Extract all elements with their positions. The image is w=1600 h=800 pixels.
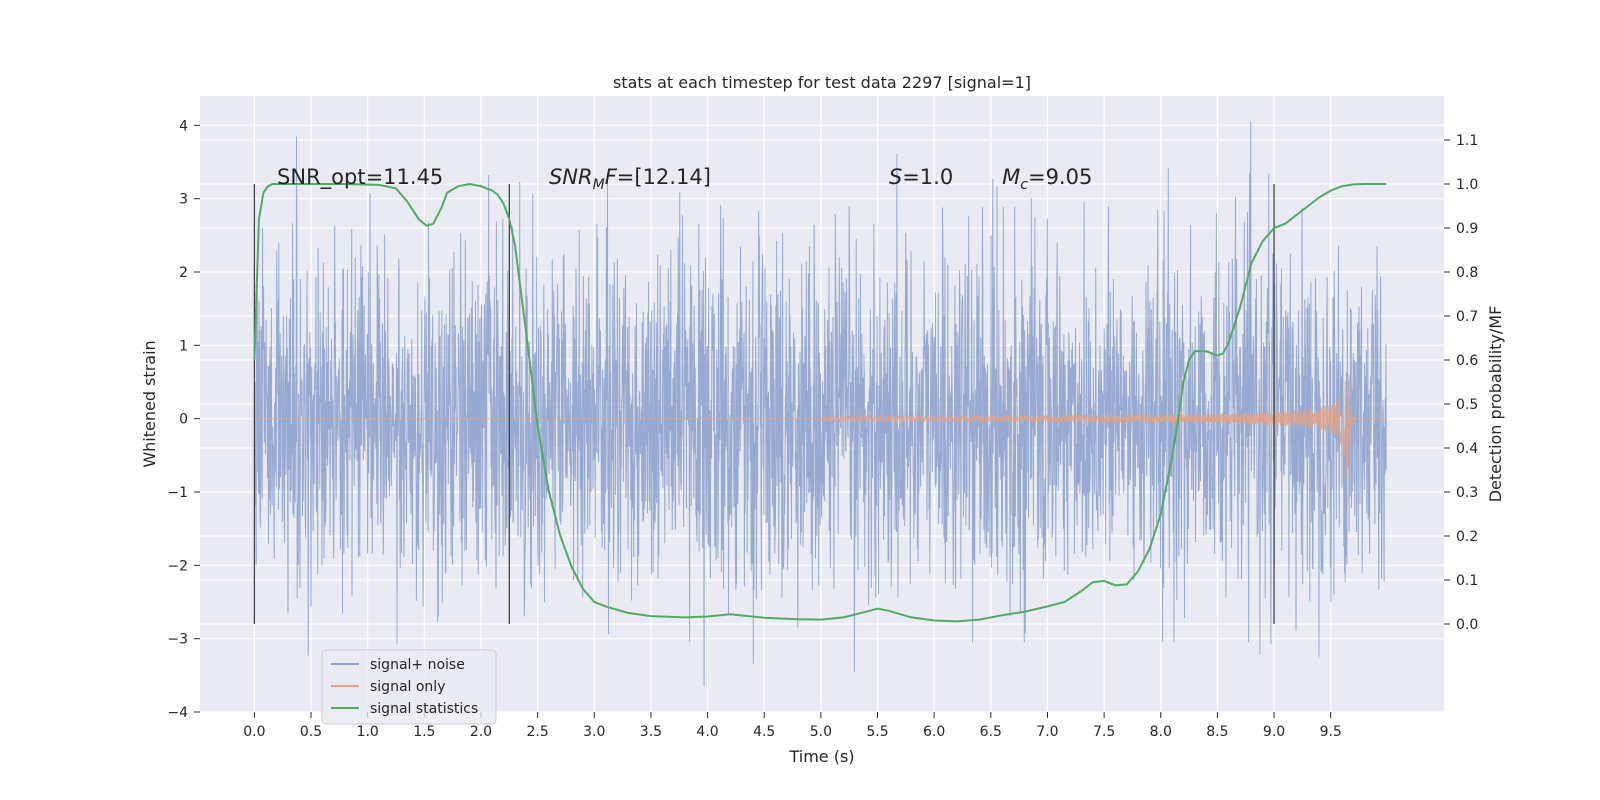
x-tick-label: 3.5 bbox=[640, 724, 662, 740]
annotation-text: SNRMF=[12.14] bbox=[549, 165, 711, 193]
x-tick-label: 1.0 bbox=[357, 724, 379, 740]
x-tick-label: 2.5 bbox=[526, 724, 548, 740]
y-tick-label: −1 bbox=[167, 485, 188, 501]
x-tick-label: 7.5 bbox=[1093, 724, 1115, 740]
y2-tick-label: 0.0 bbox=[1456, 617, 1478, 633]
x-tick-label: 4.5 bbox=[753, 724, 775, 740]
y-tick-label: −3 bbox=[167, 632, 188, 648]
x-tick-label: 9.0 bbox=[1263, 724, 1285, 740]
y2-tick-label: 1.0 bbox=[1456, 177, 1478, 193]
y-tick-label: −2 bbox=[167, 558, 188, 574]
signal-only-line bbox=[254, 374, 1387, 482]
y2-tick-label: 0.1 bbox=[1456, 573, 1478, 589]
legend-label: signal only bbox=[370, 679, 445, 695]
y2-tick-label: 0.2 bbox=[1456, 529, 1478, 545]
y-axis-right: 0.0 0.1 0.2 0.3 0.4 0.5 0.6 0.7 0.8 0.9 1.0 1.1 bbox=[1444, 133, 1478, 633]
x-tick-label: 1.5 bbox=[413, 724, 435, 740]
legend: signal+ noise signal only signal statistic… bbox=[321, 649, 497, 725]
annotations: SNR_opt=11.45 SNRMF=[12.14] S=1.0 Mc=9.05 bbox=[277, 165, 1092, 193]
y2-tick-label: 0.9 bbox=[1456, 221, 1478, 237]
vlines bbox=[253, 184, 1275, 624]
annotation-text: SNR_opt=11.45 bbox=[277, 165, 443, 190]
signal-statistics-line bbox=[253, 182, 1387, 623]
y-axis-label: Whitened strain bbox=[140, 340, 159, 467]
x-tick-label: 7.0 bbox=[1036, 724, 1058, 740]
y2-tick-label: 0.7 bbox=[1456, 309, 1478, 325]
y-tick-label: 1 bbox=[179, 338, 188, 354]
y2-tick-label: 0.4 bbox=[1456, 441, 1478, 457]
annotation-text: Mc=9.05 bbox=[1002, 165, 1092, 193]
x-tick-label: 5.5 bbox=[866, 724, 888, 740]
signal-only-series bbox=[254, 374, 1387, 482]
x-axis-label: Time (s) bbox=[788, 747, 854, 766]
x-tick-label: 0.0 bbox=[243, 724, 265, 740]
y-tick-label: −4 bbox=[167, 705, 188, 721]
annotation-text: S=1.0 bbox=[889, 165, 953, 189]
y2-tick-label: 0.5 bbox=[1456, 397, 1478, 413]
y-tick-label: 0 bbox=[179, 412, 188, 428]
legend-label: signal statistics bbox=[370, 701, 478, 717]
x-tick-label: 2.0 bbox=[470, 724, 492, 740]
x-tick-label: 6.0 bbox=[923, 724, 945, 740]
legend-box bbox=[321, 649, 497, 725]
legend-label: signal+ noise bbox=[370, 657, 465, 673]
x-tick-label: 8.5 bbox=[1206, 724, 1228, 740]
chart-title: stats at each timestep for test data 229… bbox=[613, 73, 1031, 92]
y-tick-label: 3 bbox=[179, 192, 188, 208]
y-axis-left: −4 −3 −2 −1 0 1 2 3 4 bbox=[167, 118, 200, 721]
x-tick-label: 9.5 bbox=[1320, 724, 1342, 740]
y2-axis-label: Detection probability/MF bbox=[1486, 306, 1505, 503]
x-tick-label: 4.0 bbox=[696, 724, 718, 740]
y2-tick-label: 0.6 bbox=[1456, 353, 1478, 369]
x-tick-label: 0.5 bbox=[300, 724, 322, 740]
y2-tick-label: 0.3 bbox=[1456, 485, 1478, 501]
y2-tick-label: 1.1 bbox=[1456, 133, 1478, 149]
y-tick-label: 2 bbox=[179, 265, 188, 281]
y2-tick-label: 0.8 bbox=[1456, 265, 1478, 281]
y-tick-label: 4 bbox=[179, 118, 188, 134]
x-tick-label: 3.0 bbox=[583, 724, 605, 740]
signal-statistics-series bbox=[253, 182, 1387, 623]
x-tick-label: 8.0 bbox=[1150, 724, 1172, 740]
x-axis: 0.0 0.5 1.0 1.5 2.0 2.5 3.0 3.5 4.0 4.5 5.0 5.5 6.0 6… bbox=[243, 712, 1342, 740]
x-tick-label: 6.5 bbox=[980, 724, 1002, 740]
x-tick-label: 5.0 bbox=[810, 724, 832, 740]
